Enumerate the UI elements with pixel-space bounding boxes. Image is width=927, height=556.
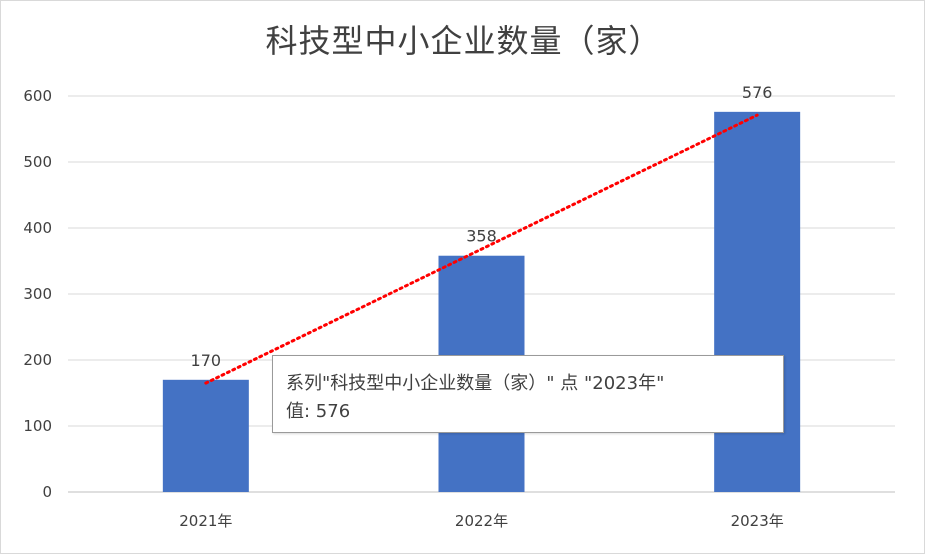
data-label: 358 — [466, 227, 497, 246]
y-tick-label: 200 — [23, 351, 52, 369]
bar[interactable] — [714, 111, 801, 492]
trendline — [204, 113, 759, 385]
y-tick-label: 0 — [42, 483, 52, 501]
data-label: 576 — [742, 83, 773, 102]
x-tick-label: 2022年 — [455, 512, 508, 530]
x-tick-label: 2021年 — [179, 512, 232, 530]
y-tick-label: 500 — [23, 153, 52, 171]
y-tick-label: 600 — [23, 87, 52, 105]
data-point-tooltip: 系列"科技型中小企业数量（家）" 点 "2023年" 值: 576 — [272, 355, 784, 433]
x-tick-label: 2023年 — [731, 512, 784, 530]
bar[interactable] — [162, 379, 249, 492]
y-tick-label: 100 — [23, 417, 52, 435]
chart-title: 科技型中小企业数量（家） — [265, 22, 662, 60]
tooltip-value-line: 值: 576 — [286, 401, 351, 422]
data-label: 170 — [191, 351, 222, 370]
y-tick-label: 300 — [23, 285, 52, 303]
y-tick-label: 400 — [23, 219, 52, 237]
tooltip-series-line: 系列"科技型中小企业数量（家）" 点 "2023年" — [286, 373, 665, 394]
